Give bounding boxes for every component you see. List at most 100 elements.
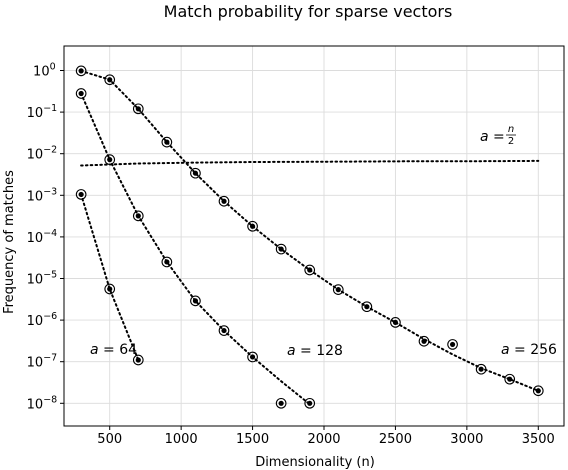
series-label-a128: a = 128 — [287, 343, 343, 359]
y-tick-label: 10 — [27, 273, 44, 288]
data-point-ring — [275, 243, 287, 255]
data-point-dot — [78, 68, 84, 74]
data-point-ring — [161, 256, 173, 268]
data-point-ring — [190, 167, 201, 179]
y-tick-label: 10 — [27, 356, 44, 371]
data-point-dot — [192, 298, 199, 304]
series-label-a256: a = 256 — [501, 342, 557, 358]
y-axis-title: Frequency of matches — [2, 170, 17, 314]
data-point-ring — [504, 373, 516, 385]
data-point-dot — [135, 357, 141, 363]
series-label-half-n-den: 2 — [508, 136, 514, 147]
data-point-a128 — [190, 295, 201, 307]
data-point-a256 — [132, 103, 144, 115]
series-label-half-n-var: a — [480, 129, 489, 145]
data-point-dot — [392, 319, 399, 326]
data-point-ring — [104, 283, 116, 295]
data-point-ring — [218, 325, 230, 336]
series-label-half-n: a = n 2 — [480, 124, 516, 147]
data-point-dot — [107, 77, 113, 83]
y-tick-label: 10 — [27, 189, 44, 204]
data-point-ring — [447, 339, 458, 350]
data-point-ring — [190, 295, 201, 307]
data-point-ring — [104, 154, 116, 165]
data-point-a256 — [475, 363, 487, 375]
data-point-ring — [132, 354, 144, 366]
data-point-dot — [135, 106, 141, 112]
series-label-a128-val: 128 — [316, 343, 343, 359]
data-point-dot — [192, 170, 199, 176]
data-point-ring — [361, 301, 373, 313]
data-point-a64 — [75, 189, 87, 200]
data-point-a256 — [332, 284, 344, 295]
data-point-dot — [421, 338, 427, 344]
data-point-dot — [478, 366, 484, 372]
data-point-ring — [132, 103, 144, 115]
data-point-ring — [475, 363, 487, 375]
y-tick-exponent: −8 — [43, 394, 57, 405]
data-point-dot — [535, 388, 541, 394]
data-point-ring — [247, 351, 258, 363]
series-label-a256-var: a — [501, 342, 510, 358]
series-label-a128-var: a — [287, 343, 296, 359]
data-point-ring — [132, 210, 144, 222]
data-point-a128 — [247, 351, 258, 363]
data-point-a256 — [247, 220, 258, 232]
data-point-dot — [107, 286, 113, 292]
series-label-a64-var: a — [90, 342, 99, 358]
y-tick-exponent: −2 — [43, 145, 57, 156]
data-point-dot — [278, 400, 284, 406]
data-point-a256 — [447, 339, 458, 350]
y-tick-label: 10 — [27, 314, 44, 329]
data-point-ring — [332, 284, 344, 295]
y-tick-exponent: 0 — [50, 62, 56, 73]
x-tick-label: 2500 — [379, 432, 412, 447]
data-point-ring — [390, 317, 401, 328]
series-label-half-n-num: n — [508, 124, 514, 135]
data-point-dot — [164, 139, 170, 145]
y-tick-exponent: −7 — [43, 353, 57, 364]
series-label-a64-val: 64 — [119, 342, 137, 358]
data-point-dot — [78, 90, 84, 97]
x-tick-label: 1500 — [236, 432, 269, 447]
series-label-a128-eq: = — [296, 343, 317, 359]
data-point-ring — [275, 397, 287, 409]
data-point-dot — [507, 376, 513, 382]
data-point-a256 — [275, 243, 287, 255]
data-point-dot — [221, 198, 227, 204]
data-point-ring — [304, 264, 316, 276]
data-point-dot — [249, 354, 256, 360]
x-tick-label: 1000 — [165, 432, 198, 447]
data-point-dot — [335, 287, 341, 293]
x-tick-label: 3000 — [450, 432, 483, 447]
data-point-a128 — [304, 397, 316, 409]
data-point-dot — [307, 267, 313, 273]
y-tick-label: 10 — [27, 148, 44, 163]
y-tick-label: 10 — [27, 106, 44, 121]
data-point-ring — [104, 74, 116, 86]
data-point-dot — [164, 259, 170, 265]
series-label-a64: a = 64 — [90, 342, 137, 358]
data-point-ring — [75, 65, 87, 77]
data-point-dot — [449, 341, 456, 348]
data-point-ring — [304, 397, 316, 409]
series-label-a256-eq: = — [510, 342, 531, 358]
data-point-dot — [364, 304, 370, 310]
data-point-a128 — [161, 256, 173, 268]
data-point-dot — [249, 223, 256, 229]
chart-title: Match probability for sparse vectors — [164, 2, 453, 21]
data-point-ring — [418, 335, 430, 347]
grid-layer — [64, 46, 564, 426]
data-point-a256 — [190, 167, 201, 179]
data-point-a64 — [132, 354, 144, 366]
data-point-a128 — [218, 325, 230, 336]
y-tick-exponent: −1 — [43, 103, 57, 114]
series-label-a256-val: 256 — [530, 342, 557, 358]
data-point-ring — [532, 385, 544, 397]
data-point-a256 — [75, 65, 87, 77]
y-tick-exponent: −6 — [43, 311, 57, 322]
data-point-ring — [161, 136, 173, 148]
data-point-dot — [107, 157, 113, 163]
data-point-a256 — [104, 74, 116, 86]
